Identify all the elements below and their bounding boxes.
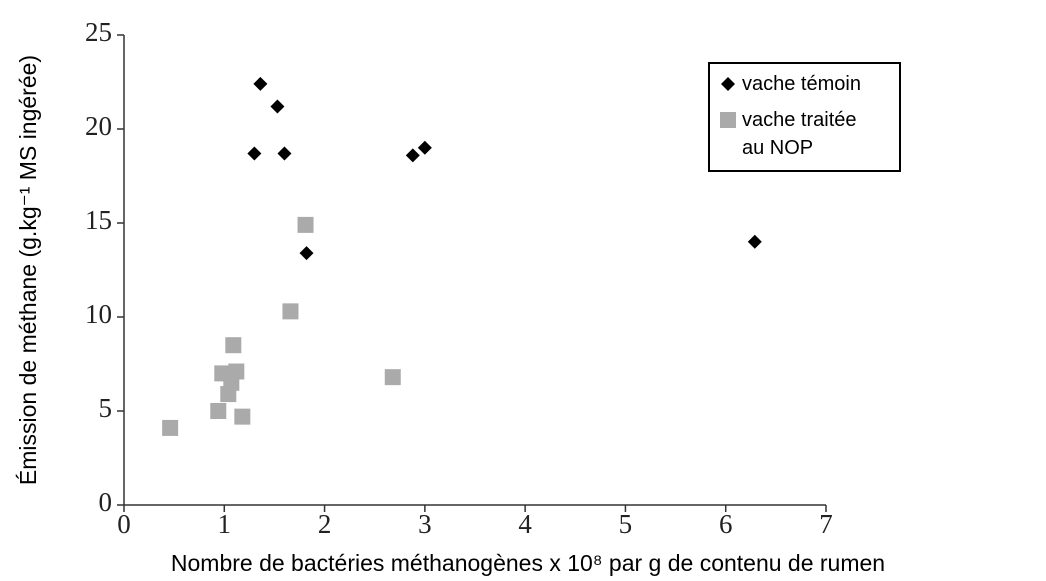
y-axis-label: Émission de méthane (g.kg⁻¹ MS ingérée) xyxy=(15,55,41,485)
legend-label: vache témoin xyxy=(742,73,861,95)
point xyxy=(297,216,314,233)
point xyxy=(247,146,262,161)
point xyxy=(282,303,299,320)
point xyxy=(299,246,314,261)
x-tick-label: 7 xyxy=(819,509,833,539)
x-tick-label: 0 xyxy=(117,509,131,539)
point xyxy=(405,148,420,163)
point xyxy=(162,419,179,436)
point xyxy=(720,112,736,128)
point xyxy=(234,408,251,425)
y-tick-label: 0 xyxy=(99,487,113,517)
y-tick-label: 25 xyxy=(85,17,112,47)
point xyxy=(384,369,401,386)
point xyxy=(253,76,268,91)
x-tick-label: 5 xyxy=(619,509,633,539)
point xyxy=(417,140,432,155)
point xyxy=(225,337,242,354)
legend-item: vache témoin xyxy=(720,70,882,98)
y-tick-label: 5 xyxy=(99,393,113,423)
y-tick-label: 15 xyxy=(85,205,112,235)
legend: vache témoin vache traitée au NOP xyxy=(708,62,901,172)
legend-item: vache traitée au NOP xyxy=(720,106,882,162)
y-tick-label: 10 xyxy=(85,299,112,329)
x-tick-label: 3 xyxy=(418,509,432,539)
legend-label: vache traitée au NOP xyxy=(742,109,857,159)
point xyxy=(747,234,762,249)
point xyxy=(228,363,245,380)
legend-symbol xyxy=(720,112,736,128)
x-axis-label: Nombre de bactéries méthanogènes x 10⁸ p… xyxy=(171,550,885,576)
point xyxy=(270,99,285,114)
point xyxy=(210,403,227,419)
point xyxy=(277,146,292,161)
x-tick-label: 1 xyxy=(218,509,232,539)
x-tick-label: 6 xyxy=(719,509,733,539)
legend-symbol xyxy=(721,77,735,91)
point xyxy=(721,77,735,91)
x-tick-label: 2 xyxy=(318,509,332,539)
y-tick-label: 20 xyxy=(85,111,112,141)
x-tick-label: 4 xyxy=(518,509,532,539)
